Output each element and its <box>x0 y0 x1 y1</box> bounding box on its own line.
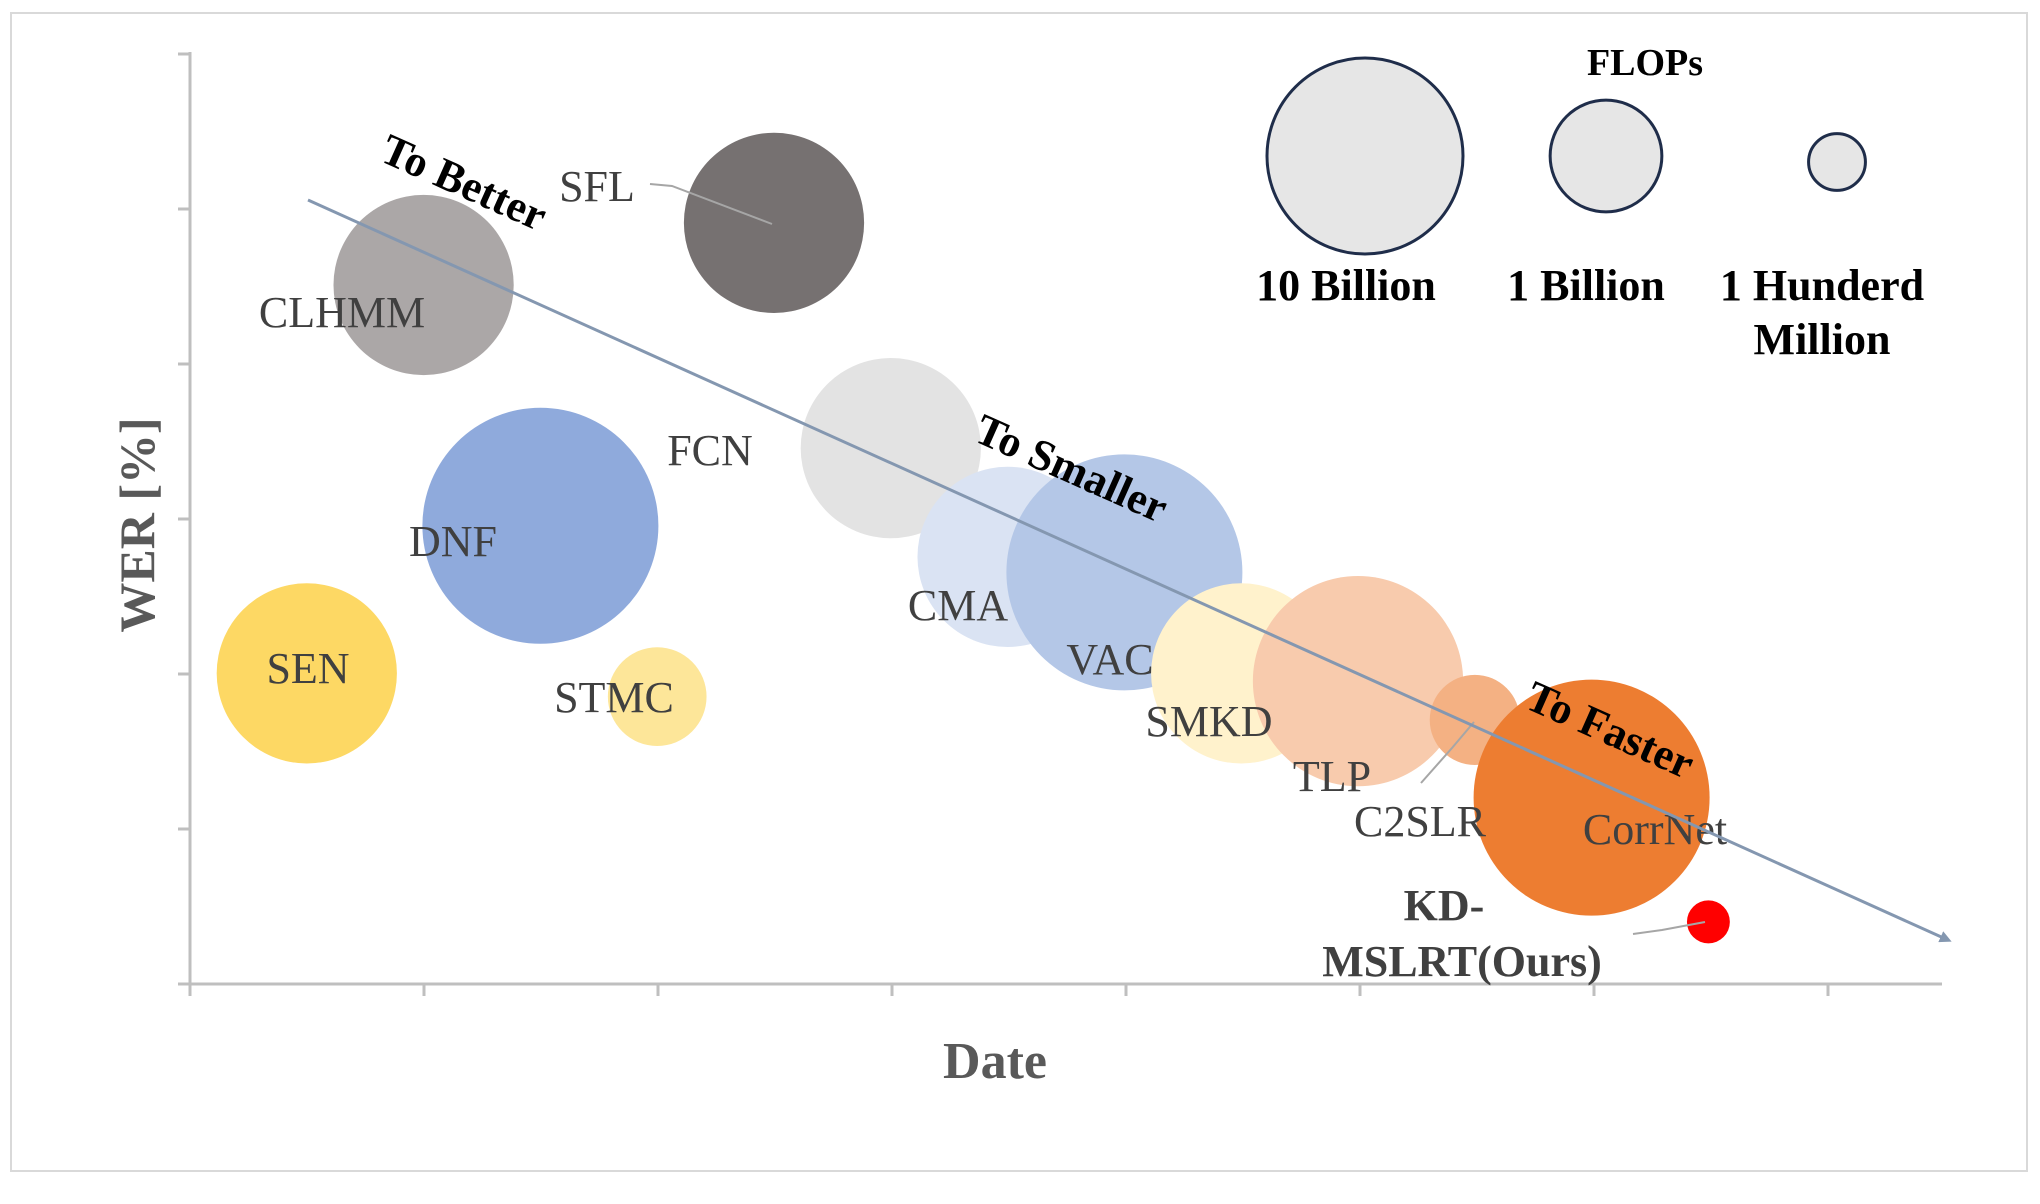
label-smkd: SMKD <box>1145 697 1272 746</box>
legend-bubble-2 <box>1548 98 1664 214</box>
legend-label-2: 1 Billion <box>1507 261 1665 310</box>
label-dnf: DNF <box>409 517 497 566</box>
label-fcn: FCN <box>667 426 753 475</box>
label-clhmm: CLHMM <box>259 288 425 337</box>
y-axis-title: WER [%] <box>109 417 165 632</box>
bubble-fcn <box>800 357 981 539</box>
bubble-dnf <box>422 407 659 644</box>
label-cma: CMA <box>908 581 1008 630</box>
label-vac: VAC <box>1066 635 1153 684</box>
bubble-tlp <box>1252 575 1464 787</box>
label-stmc: STMC <box>554 673 674 722</box>
bubble-corrnet <box>1473 679 1710 916</box>
label-sen: SEN <box>266 644 349 693</box>
legend-title: FLOPs <box>1587 42 1703 84</box>
label-sfl: SFL <box>559 162 635 211</box>
bubble-sfl <box>683 132 865 313</box>
label-c2slr: C2SLR <box>1354 797 1487 846</box>
label-tlp: TLP <box>1293 752 1371 801</box>
legend-bubble-3 <box>1807 132 1867 192</box>
label-kd-mslrt: KD-MSLRT(Ours) <box>1322 881 1602 986</box>
x-axis-title: Date <box>943 1033 1047 1090</box>
legend-bubble-1 <box>1265 56 1465 256</box>
leader-c2slr <box>1420 721 1475 784</box>
bubble-sen <box>216 583 397 764</box>
trend-arrow <box>307 198 1952 943</box>
bubble-stmc <box>607 647 707 746</box>
legend-label-1: 10 Billion <box>1256 261 1436 310</box>
legend-label-3: 1 Hunderd Million <box>1720 261 1924 364</box>
bubble-clhmm <box>333 194 514 376</box>
leader-kd-mslrt <box>1632 921 1706 935</box>
bubble-kd-mslrt-ours <box>1686 900 1730 944</box>
leader-sfl <box>649 183 773 225</box>
